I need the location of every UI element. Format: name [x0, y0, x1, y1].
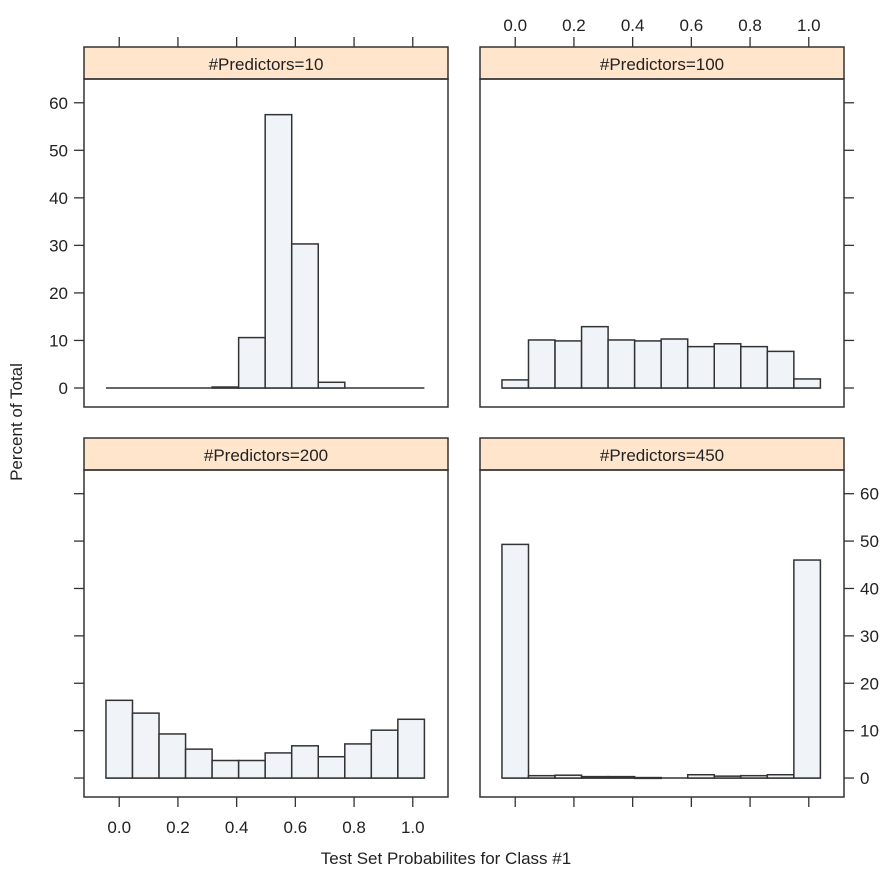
x-tick-label: 0.0 [503, 16, 527, 35]
histogram-bar [740, 345, 769, 389]
axes-layer: 0 10 20 30 40 50 60 0.0 0.2 0.4 0.6 0.8 1.0 0.0 0.2 0.4… [49, 16, 879, 837]
histogram-bar [290, 243, 320, 389]
histogram-bar [713, 775, 742, 779]
histogram-bar [713, 343, 742, 389]
x-tick-label: 0.6 [680, 16, 704, 35]
panel-strip-label: #Predictors=200 [204, 446, 328, 465]
panel-top-right: #Predictors=100 [479, 46, 845, 408]
histogram-bar [633, 776, 662, 780]
histogram-bar [211, 759, 240, 779]
panel-bottom-right: #Predictors=450 [479, 437, 845, 798]
histogram-bar [607, 339, 636, 389]
panel-strip [479, 46, 845, 80]
histogram-bar [686, 773, 716, 779]
panel-frame [479, 469, 845, 798]
histogram-bar [131, 712, 160, 779]
histogram-bar [740, 774, 769, 779]
histogram-bar [660, 338, 689, 389]
axes-bottom-right: 0 10 20 30 40 50 60 [514, 485, 879, 807]
panel-frame [83, 78, 449, 408]
histogram-bar [766, 350, 795, 389]
histogram-bar [580, 775, 609, 779]
histogram-bar [184, 748, 213, 779]
panel-frame [479, 78, 845, 408]
x-axis-title: Test Set Probabilites for Class #1 [321, 849, 571, 868]
x-tick-label: 0.8 [738, 16, 762, 35]
panel-bottom-left: #Predictors=200 [83, 437, 449, 798]
panel-frame [83, 469, 449, 798]
y-tick-label: 60 [860, 485, 879, 504]
histogram-bar [317, 755, 346, 779]
x-tick-label: 0.8 [342, 818, 366, 837]
x-tick-label: 0.2 [562, 16, 586, 35]
axes-bottom-left: 0.0 0.2 0.4 0.6 0.8 1.0 [74, 493, 425, 837]
y-tick-label: 40 [49, 189, 68, 208]
x-tick-label: 0.2 [166, 818, 190, 837]
histogram-bar [158, 733, 187, 779]
histogram-bar [527, 774, 556, 779]
histogram-bar [397, 718, 426, 779]
panel-strip-label: #Predictors=100 [600, 55, 724, 74]
histogram-bar [264, 113, 293, 389]
histogram-bar [317, 381, 346, 389]
x-tick-label: 1.0 [797, 16, 821, 35]
histogram-bar [607, 775, 636, 779]
panel-strip-label: #Predictors=450 [600, 446, 724, 465]
y-tick-label: 60 [49, 94, 68, 113]
histogram-bar [264, 752, 293, 779]
histogram-bar [633, 340, 662, 389]
histogram-bar [501, 379, 530, 389]
histogram-bar [527, 339, 556, 389]
y-tick-label: 10 [49, 331, 68, 350]
histogram-bar [501, 543, 530, 779]
histogram-bar [370, 729, 399, 779]
histogram-bar [580, 325, 609, 389]
y-axis-title: Percent of Total [7, 363, 26, 481]
histogram-bar [290, 745, 320, 779]
y-tick-label: 0 [59, 379, 68, 398]
axes-top-left: 0 10 20 30 40 50 60 [49, 37, 414, 398]
histogram-bar [793, 559, 822, 779]
histogram-bar [766, 773, 795, 779]
panels-layer: #Predictors=10 #Predictors=100 #Predictors… [83, 46, 845, 798]
y-tick-label: 20 [860, 674, 879, 693]
histogram-bar [211, 386, 240, 389]
y-tick-label: 30 [860, 627, 879, 646]
histogram-bar [105, 699, 134, 779]
y-tick-label: 10 [860, 722, 879, 741]
x-tick-label: 0.4 [225, 818, 249, 837]
x-tick-label: 0.0 [107, 818, 131, 837]
panel-top-left: #Predictors=10 [83, 46, 449, 408]
axes-top-right: 0.0 0.2 0.4 0.6 0.8 1.0 [503, 16, 854, 389]
panel-strip [83, 46, 449, 80]
histogram-bar [793, 378, 822, 389]
panel-strip-label: #Predictors=10 [209, 55, 324, 74]
histogram-bar [344, 743, 373, 779]
histogram-bar [554, 774, 583, 779]
x-tick-label: 0.4 [621, 16, 645, 35]
y-tick-label: 30 [49, 236, 68, 255]
histogram-bar [686, 345, 716, 389]
y-tick-label: 50 [860, 532, 879, 551]
y-tick-label: 40 [860, 579, 879, 598]
y-tick-label: 20 [49, 284, 68, 303]
histogram-bar [237, 759, 266, 779]
histogram-bar [554, 340, 583, 389]
x-tick-label: 0.6 [284, 818, 308, 837]
histogram-bar [237, 336, 266, 389]
y-tick-label: 50 [49, 141, 68, 160]
x-tick-label: 1.0 [401, 818, 425, 837]
y-tick-label: 0 [860, 769, 869, 788]
